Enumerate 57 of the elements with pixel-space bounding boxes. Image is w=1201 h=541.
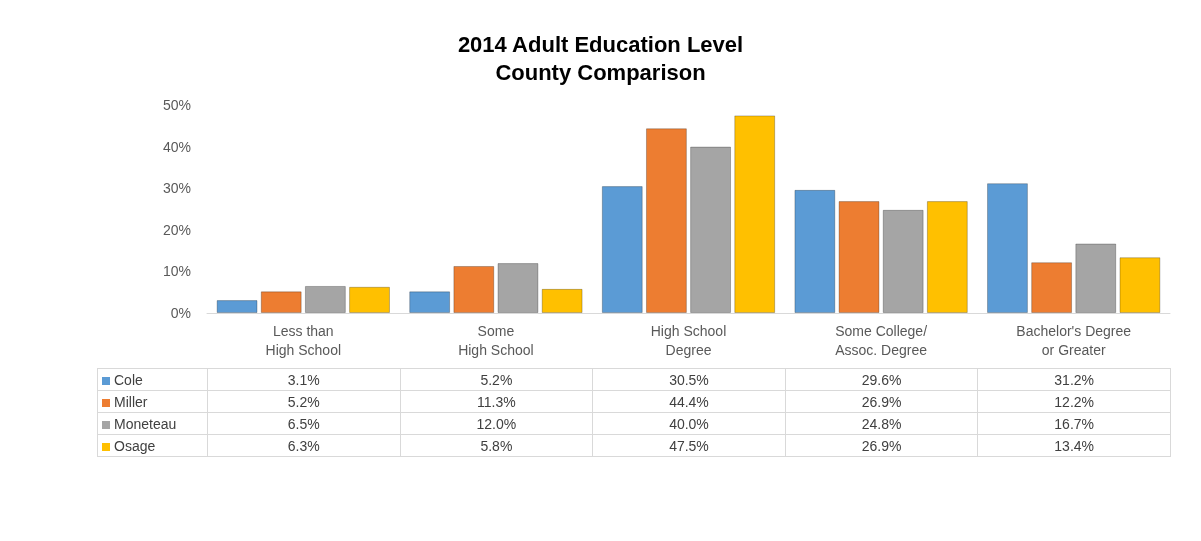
chart-title: 2014 Adult Education Level — [457, 31, 744, 57]
x-tick-label: Some High School — [458, 322, 534, 358]
bar — [794, 189, 836, 313]
data-label: 29.6% — [785, 368, 978, 391]
legend-label: Moneteau — [114, 415, 177, 432]
data-label: 3.1% — [207, 368, 401, 391]
x-tick-label: Bachelor's Degree or Greater — [1016, 322, 1132, 358]
bar — [260, 291, 302, 313]
bar — [838, 201, 880, 313]
data-label: 12.2% — [977, 390, 1171, 413]
y-tick-label: 20% — [162, 221, 191, 238]
data-label: 40.0% — [592, 412, 786, 435]
bar — [409, 291, 451, 313]
data-label: 5.2% — [400, 368, 593, 391]
bar — [645, 128, 687, 313]
y-tick-label: 10% — [162, 263, 191, 280]
bar — [349, 286, 390, 313]
bar — [690, 146, 732, 313]
data-label: 26.9% — [785, 390, 978, 413]
bar — [987, 183, 1028, 313]
bar — [1075, 243, 1117, 313]
y-tick-label: 0% — [170, 305, 191, 321]
bar — [926, 201, 968, 313]
data-label: 6.5% — [207, 412, 401, 435]
data-label: 30.5% — [592, 368, 786, 391]
data-label: 13.4% — [977, 434, 1171, 457]
legend-label: Osage — [114, 437, 156, 454]
data-label: 31.2% — [977, 368, 1171, 391]
data-label: 24.8% — [785, 412, 978, 435]
bar — [601, 186, 643, 313]
bar — [541, 288, 583, 313]
data-label: 16.7% — [977, 412, 1171, 435]
x-tick-label: Less than High School — [265, 322, 342, 358]
bar — [497, 263, 539, 313]
data-label: 44.4% — [592, 390, 786, 413]
data-label: 6.3% — [207, 434, 401, 457]
y-tick-label: 50% — [162, 97, 191, 113]
bar — [882, 209, 924, 313]
data-label: 11.3% — [400, 390, 593, 413]
bar — [453, 265, 495, 313]
legend-label: Cole — [114, 371, 143, 388]
x-tick-label: Some College/ Assoc. Degree — [835, 322, 928, 358]
data-label: 5.8% — [400, 434, 593, 457]
bar — [1119, 257, 1161, 313]
data-label: 12.0% — [400, 412, 593, 435]
y-tick-label: 30% — [162, 180, 191, 197]
bar — [734, 115, 776, 313]
data-label: 47.5% — [592, 434, 786, 457]
chart-subtitle: County Comparison — [495, 59, 706, 85]
legend-label: Miller — [114, 393, 148, 410]
bar — [216, 300, 258, 313]
y-tick-label: 40% — [162, 138, 191, 155]
data-label: 26.9% — [785, 434, 978, 457]
data-label: 5.2% — [207, 390, 401, 413]
bar — [304, 285, 346, 313]
x-tick-label: High School Degree — [650, 322, 727, 358]
bar — [1031, 262, 1073, 313]
